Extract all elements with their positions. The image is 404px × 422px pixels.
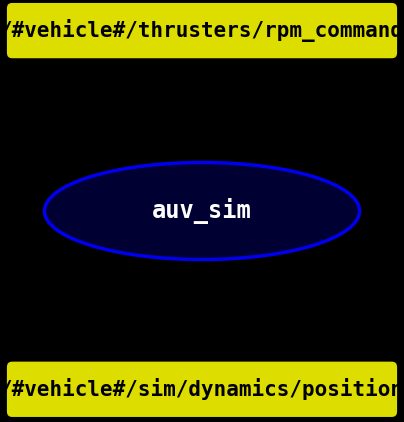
Text: /#vehicle#/thrusters/rpm_command: /#vehicle#/thrusters/rpm_command <box>0 19 404 42</box>
Text: auv_sim: auv_sim <box>152 198 252 224</box>
Ellipse shape <box>44 162 360 260</box>
FancyBboxPatch shape <box>6 2 398 59</box>
Text: /#vehicle#/sim/dynamics/position: /#vehicle#/sim/dynamics/position <box>0 378 404 400</box>
FancyBboxPatch shape <box>6 361 398 418</box>
